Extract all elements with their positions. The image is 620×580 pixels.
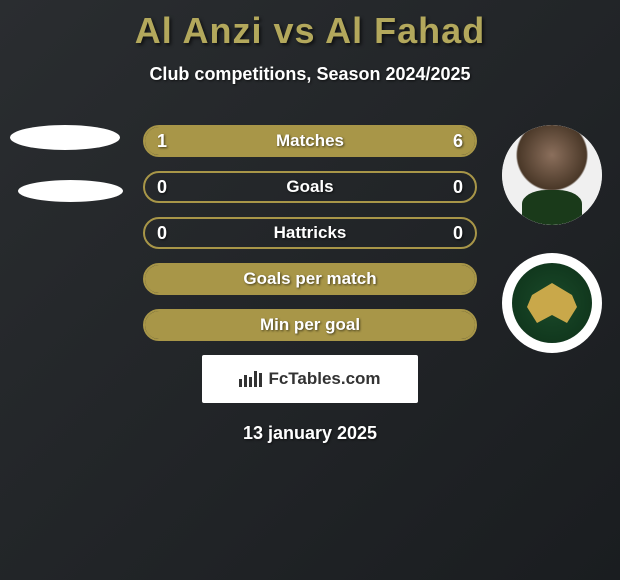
stat-label: Goals: [286, 177, 333, 197]
stat-value-left: 0: [157, 223, 167, 244]
player2-avatar: [502, 125, 602, 225]
stat-label: Goals per match: [243, 269, 376, 289]
stat-label: Matches: [276, 131, 344, 151]
page-title: Al Anzi vs Al Fahad: [8, 10, 612, 52]
club2-badge: [502, 253, 602, 353]
stat-value-right: 0: [453, 177, 463, 198]
stat-row-min-per-goal: Min per goal: [143, 309, 477, 341]
player1-avatar: [10, 125, 120, 150]
stat-row-hattricks: 0 Hattricks 0: [143, 217, 477, 249]
stats-area: 1 Matches 6 0 Goals 0 0 Hattricks 0 Goal…: [8, 115, 612, 444]
stat-fill-left: [145, 127, 191, 155]
badge-bird-icon: [527, 283, 577, 323]
subtitle: Club competitions, Season 2024/2025: [8, 64, 612, 85]
stat-value-right: 6: [453, 131, 463, 152]
chart-icon: [239, 371, 262, 387]
stat-bars: 1 Matches 6 0 Goals 0 0 Hattricks 0 Goal…: [143, 115, 477, 341]
comparison-card: Al Anzi vs Al Fahad Club competitions, S…: [0, 0, 620, 454]
stat-row-goals: 0 Goals 0: [143, 171, 477, 203]
date: 13 january 2025: [8, 423, 612, 444]
left-avatars: [10, 125, 123, 202]
stat-label: Hattricks: [274, 223, 347, 243]
stat-row-matches: 1 Matches 6: [143, 125, 477, 157]
stat-value-left: 1: [157, 131, 167, 152]
stat-row-goals-per-match: Goals per match: [143, 263, 477, 295]
stat-label: Min per goal: [260, 315, 360, 335]
right-avatars: [502, 125, 602, 353]
stat-value-right: 0: [453, 223, 463, 244]
stat-value-left: 0: [157, 177, 167, 198]
club1-avatar: [18, 180, 123, 202]
player2-photo: [502, 125, 602, 225]
watermark: FcTables.com: [202, 355, 418, 403]
badge-inner: [512, 263, 592, 343]
watermark-text: FcTables.com: [268, 369, 380, 389]
